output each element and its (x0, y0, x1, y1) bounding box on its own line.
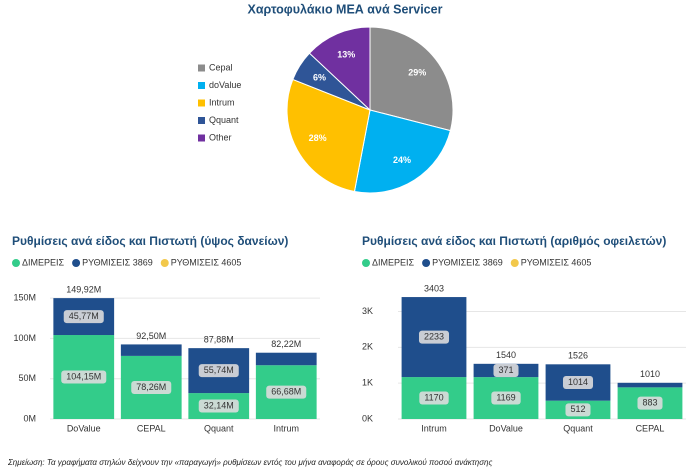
total-label: 92,50M (136, 331, 166, 341)
legend-label: ΔΙΜΕΡΕΙΣ (372, 257, 415, 267)
total-label: 82,22M (271, 339, 301, 349)
data-label: 1014 (568, 377, 588, 387)
y-tick-label: 3K (362, 306, 373, 316)
bar-segment (255, 352, 317, 366)
y-tick-label: 50M (18, 373, 36, 383)
total-label: 87,88M (204, 335, 234, 345)
label-box (491, 391, 521, 405)
label-box (63, 310, 104, 324)
pie-slice (308, 26, 371, 112)
data-label: 66,68M (271, 386, 301, 396)
x-tick-label: CEPAL (636, 423, 665, 433)
pie-slice (286, 78, 371, 193)
total-label: 1010 (640, 369, 660, 379)
legend-swatch (198, 82, 205, 89)
y-tick-label: 150M (13, 292, 36, 302)
legend-swatch (12, 259, 20, 267)
legend-swatch (160, 259, 169, 267)
data-label: 2233 (424, 331, 444, 341)
label-box (419, 391, 449, 405)
x-tick-label: Qquant (563, 423, 593, 433)
legend-swatch (198, 64, 205, 72)
data-label: 78,26M (136, 382, 166, 392)
label-box (493, 363, 519, 377)
pie-slice (369, 26, 454, 132)
x-tick-label: DoValue (489, 423, 523, 433)
label-box (198, 364, 239, 378)
data-label: 32,14M (204, 400, 234, 410)
legend-swatch (362, 259, 370, 267)
legend-label: Intrum (209, 97, 235, 107)
legend-label: Cepal (209, 62, 233, 72)
legend-label: Other (209, 132, 232, 142)
chart-title: Ρυθμίσεις ανά είδος και Πιστωτή (ύψος δα… (12, 234, 288, 248)
label-box (266, 385, 307, 399)
bar-segment (120, 344, 182, 356)
slice-label: 6% (313, 72, 326, 82)
slice-label: 28% (309, 133, 327, 143)
y-tick-label: 0M (23, 413, 36, 423)
label-box (61, 370, 107, 384)
x-tick-label: CEPAL (137, 423, 166, 433)
bar-segment (617, 382, 683, 388)
legend-label: ΡΥΘΜΙΣΕΙΣ 3869 (432, 257, 503, 267)
total-label: 3403 (424, 283, 444, 293)
footnote: Σημείωση: Τα γραφήματα στηλών δείχνουν τ… (7, 458, 492, 467)
pie-slice (353, 109, 452, 194)
label-box (637, 396, 663, 410)
chart-title: Χαρτοφυλάκιο ΜΕΑ ανά Servicer (248, 2, 443, 16)
total-label: 1540 (496, 350, 516, 360)
legend-swatch (198, 134, 205, 142)
label-box (198, 399, 239, 413)
legend-swatch (72, 259, 81, 267)
legend-label: ΡΥΘΜΙΣΕΙΣ 4605 (171, 257, 242, 267)
total-label: 149,92M (66, 285, 101, 295)
data-label: 1170 (424, 392, 443, 402)
legend-label: ΡΥΘΜΙΣΕΙΣ 4605 (521, 257, 592, 267)
chart-title: Ρυθμίσεις ανά είδος και Πιστωτή (αριθμός… (362, 234, 666, 248)
x-tick-label: DoValue (67, 423, 101, 433)
data-label: 104,15M (66, 371, 101, 381)
data-label: 883 (642, 398, 657, 408)
legend-label: Qquant (209, 115, 239, 125)
slice-label: 24% (393, 155, 411, 165)
label-box (562, 375, 594, 389)
y-tick-label: 100M (13, 333, 36, 343)
legend-swatch (198, 99, 205, 107)
data-label: 371 (498, 365, 513, 375)
data-label: 45,77M (69, 311, 99, 321)
x-tick-label: Intrum (421, 423, 447, 433)
y-tick-label: 2K (362, 342, 373, 352)
slice-label: 29% (408, 68, 426, 78)
legend-swatch (422, 259, 431, 267)
data-label: 512 (570, 404, 585, 414)
legend-label: ΔΙΜΕΡΕΙΣ (22, 257, 65, 267)
legend-swatch (198, 117, 205, 124)
label-box (418, 330, 450, 344)
legend-label: ΡΥΘΜΙΣΕΙΣ 3869 (82, 257, 153, 267)
label-box (131, 380, 172, 394)
slice-label: 13% (337, 50, 355, 60)
data-label: 1169 (496, 392, 515, 402)
legend-swatch (510, 259, 519, 267)
x-tick-label: Intrum (273, 423, 299, 433)
data-label: 55,74M (204, 365, 234, 375)
legend-label: doValue (209, 80, 241, 90)
total-label: 1526 (568, 351, 588, 361)
y-tick-label: 0K (362, 413, 373, 423)
y-tick-label: 1K (362, 378, 373, 388)
label-box (565, 403, 591, 417)
x-tick-label: Qquant (204, 423, 234, 433)
